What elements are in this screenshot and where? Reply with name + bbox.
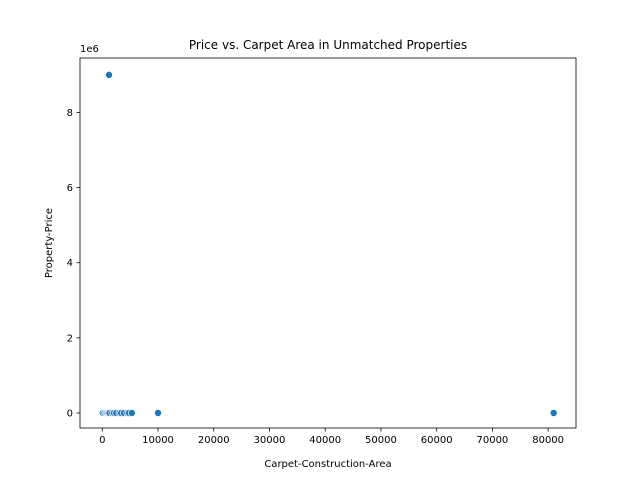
x-tick-label: 60000: [421, 435, 453, 446]
x-axis-label: Carpet-Construction-Area: [264, 459, 391, 470]
data-point: [549, 409, 558, 417]
x-tick-label: 10000: [142, 435, 174, 446]
x-tick-label: 30000: [254, 435, 286, 446]
x-tick-label: 70000: [476, 435, 508, 446]
x-axis: 0 10000 20000 30000 40000 50000 60000 70000 8000…: [99, 428, 564, 446]
x-tick-label: 80000: [532, 435, 564, 446]
y-tick-label: 4: [67, 258, 73, 269]
y-axis: 0 2 4 6 8: [67, 108, 80, 419]
points-layer: [98, 70, 558, 417]
x-tick-label: 0: [99, 435, 105, 446]
x-tick-label: 50000: [365, 435, 397, 446]
plot-frame: [79, 57, 577, 429]
y-tick-label: 0: [67, 408, 73, 419]
y-axis-label: Property-Price: [44, 208, 55, 278]
y-tick-label: 2: [67, 333, 73, 344]
y-tick-label: 8: [67, 108, 73, 119]
y-tick-label: 6: [67, 183, 73, 194]
data-point: [105, 70, 113, 79]
data-point: [154, 409, 162, 417]
x-tick-label: 20000: [198, 435, 230, 446]
x-tick-label: 40000: [309, 435, 341, 446]
data-point: [127, 409, 136, 417]
chart-title: Price vs. Carpet Area in Unmatched Prope…: [189, 38, 467, 52]
y-offset-label: 1e6: [80, 44, 99, 55]
